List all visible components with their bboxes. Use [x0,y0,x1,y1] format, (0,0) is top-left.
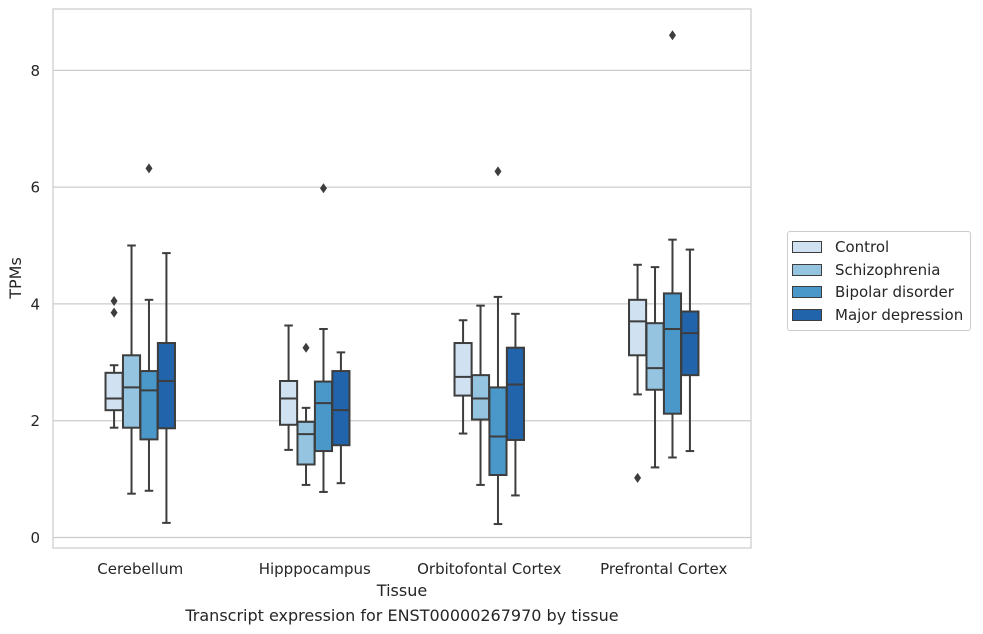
legend-item: Bipolar disorder [788,281,970,304]
box-3-2 [662,30,683,459]
y-axis-label: TPMs [6,257,25,300]
box-3-1 [645,266,665,469]
box-1-0 [279,324,299,451]
box-2-0 [453,319,473,435]
box-body [156,342,176,430]
box-0-2 [139,163,159,492]
box-0-0 [104,295,124,429]
plot-frame [52,8,752,549]
box-1-1 [296,342,316,486]
y-tick-label: 8 [30,62,40,80]
legend-item: Major depression [788,304,970,327]
box-1-2 [313,183,334,493]
box-body [645,322,665,391]
x-tick-label: Hipppocampus [259,560,371,578]
box-body [488,386,508,477]
legend-swatch [792,286,822,299]
box-body [121,354,142,429]
box-2-2 [488,166,508,526]
outlier-point [668,30,676,41]
box-body [680,310,700,377]
legend-label: Schizophrenia [835,260,941,279]
legend-swatch [792,308,822,321]
box-body [470,374,491,421]
outlier-point [145,163,153,174]
box-body [139,370,159,441]
outlier-point [302,342,310,353]
y-tick-label: 0 [30,529,40,547]
outlier-point [110,295,118,306]
legend-label: Control [835,238,890,257]
outlier-point [494,166,502,177]
box-2-1 [470,304,491,486]
y-tick-labels: 0 2 4 6 8 [30,62,40,547]
legend-label: Bipolar disorder [835,283,954,302]
legend: Control Schizophrenia Bipolar disorder Majo… [787,231,971,331]
legend-swatch [792,241,822,254]
outlier-point [319,183,327,194]
box-0-1 [121,244,142,495]
box-body [662,292,683,415]
box-body [104,371,124,412]
box-2-3 [505,312,525,497]
x-tick-label: Cerebellum [97,560,183,578]
legend-label: Major depression [835,305,964,324]
box-body [296,420,316,466]
box-body [279,379,299,426]
boxes [104,30,700,526]
box-3-0 [628,263,648,483]
outlier-point [110,307,118,318]
y-tick-label: 2 [30,412,40,430]
chart-caption: Transcript expression for ENST0000026797… [185,606,619,625]
box-3-3 [680,248,700,453]
box-body [505,346,525,441]
outlier-point [634,472,642,483]
y-tick-label: 4 [30,295,40,313]
box-0-3 [156,252,176,524]
x-tick-labels: Cerebellum Hipppocampus Orbitofontal Corte… [97,560,727,578]
box-body [628,298,648,357]
legend-item: Schizophrenia [788,259,970,282]
x-tick-label: Orbitofontal Cortex [417,560,561,578]
box-body [313,380,334,453]
box-body [331,370,351,447]
x-tick-label: Prefrontal Cortex [600,560,727,578]
y-tick-label: 6 [30,179,40,197]
legend-swatch [792,263,822,276]
x-axis-label: Tissue [376,581,427,600]
box-body [453,342,473,397]
legend-item: Control [788,236,970,259]
box-1-3 [331,351,351,485]
